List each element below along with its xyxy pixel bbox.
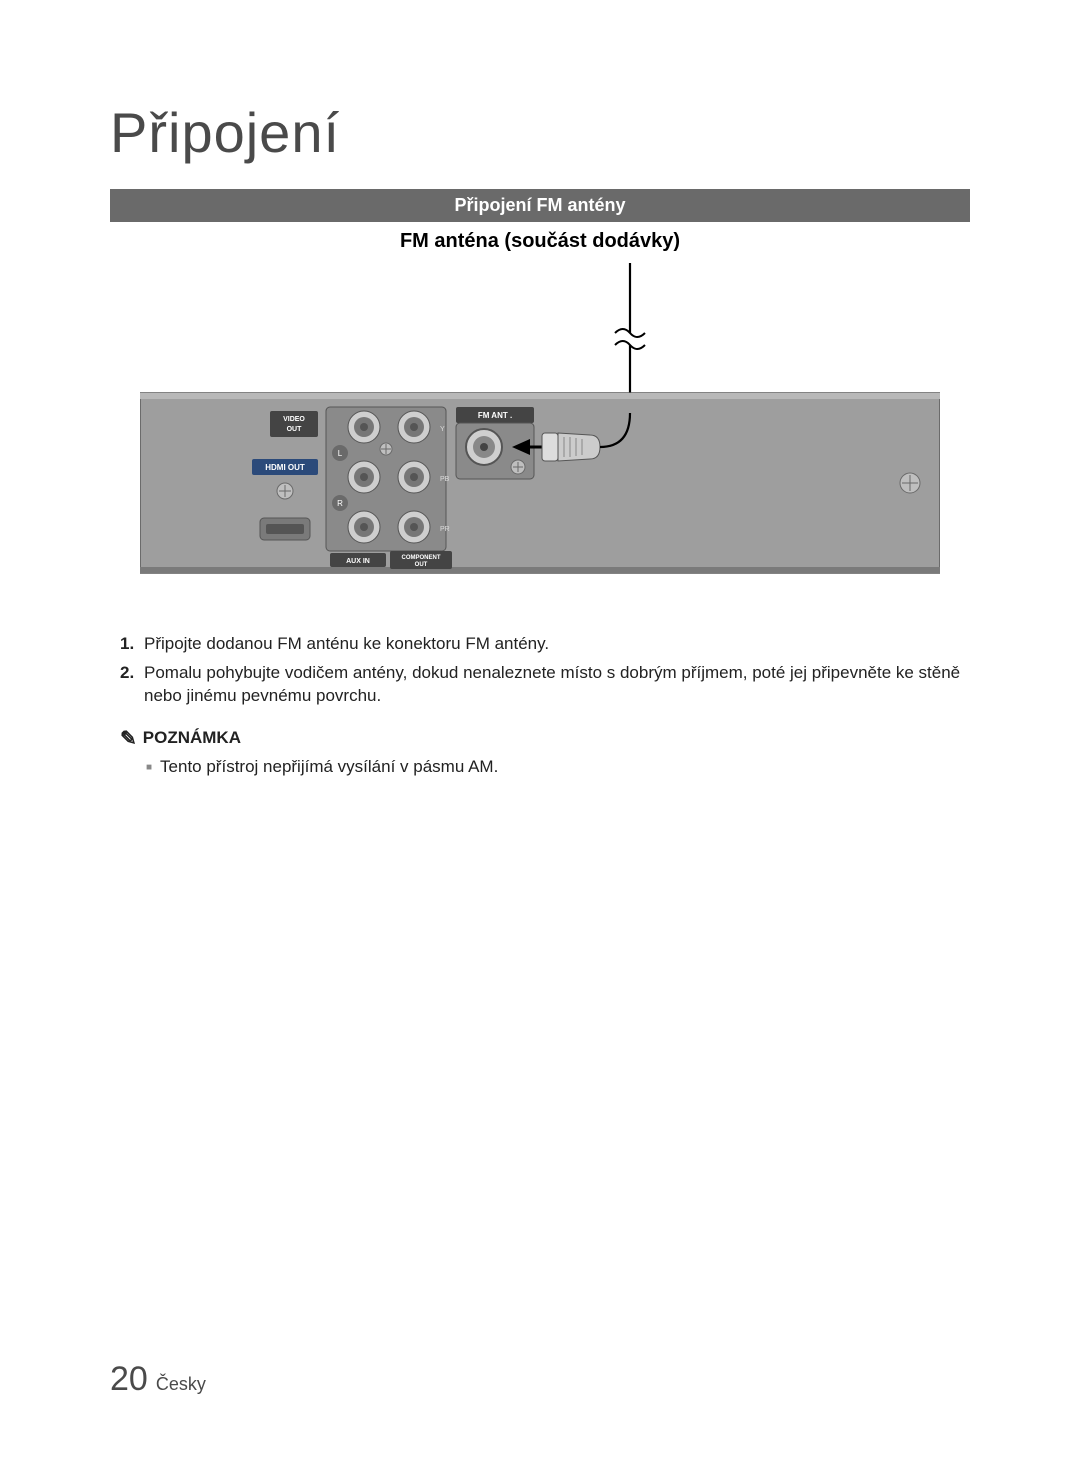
label-aux-in: AUX IN: [346, 558, 370, 565]
diagram-wrap: VIDEO OUT HDMI OUT L: [110, 263, 970, 593]
page-language: Česky: [156, 1374, 206, 1395]
bullet-icon: ■: [146, 757, 152, 779]
note-label: POZNÁMKA: [143, 728, 241, 748]
label-y: Y: [440, 426, 445, 433]
label-component-out: COMPONENT: [402, 555, 441, 561]
label-pr: PR: [440, 526, 450, 533]
step-item: 2.Pomalu pohybujte vodičem antény, dokud…: [120, 662, 970, 708]
rca-grid: L R Y PB PR: [326, 407, 452, 569]
svg-text:OUT: OUT: [415, 562, 428, 568]
step-list: 1.Připojte dodanou FM anténu ke konektor…: [120, 633, 970, 708]
note-item: ■ Tento přístroj nepřijímá vysílání v pá…: [146, 757, 970, 779]
step-item: 1.Připojte dodanou FM anténu ke konektor…: [120, 633, 970, 656]
note-block: ✎ POZNÁMKA ■ Tento přístroj nepřijímá vy…: [120, 726, 970, 779]
section-bar: Připojení FM antény: [110, 189, 970, 222]
page-title: Připojení: [110, 100, 970, 165]
label-r: R: [337, 499, 343, 508]
label-fm-ant: FM ANT .: [478, 411, 512, 420]
label-hdmi-out: HDMI OUT: [265, 463, 305, 472]
note-head: ✎ POZNÁMKA: [120, 726, 970, 751]
page-footer: 20 Česky: [110, 1360, 206, 1399]
subheading: FM anténa (součást dodávky): [110, 230, 970, 253]
label-pb: PB: [440, 476, 450, 483]
fm-antenna-diagram: VIDEO OUT HDMI OUT L: [140, 263, 940, 593]
label-video-out: VIDEO: [283, 416, 305, 423]
note-icon: ✎: [120, 726, 137, 751]
page-number: 20: [110, 1360, 148, 1399]
device-body: [140, 393, 940, 573]
svg-text:OUT: OUT: [287, 426, 303, 433]
label-l: L: [338, 449, 343, 458]
